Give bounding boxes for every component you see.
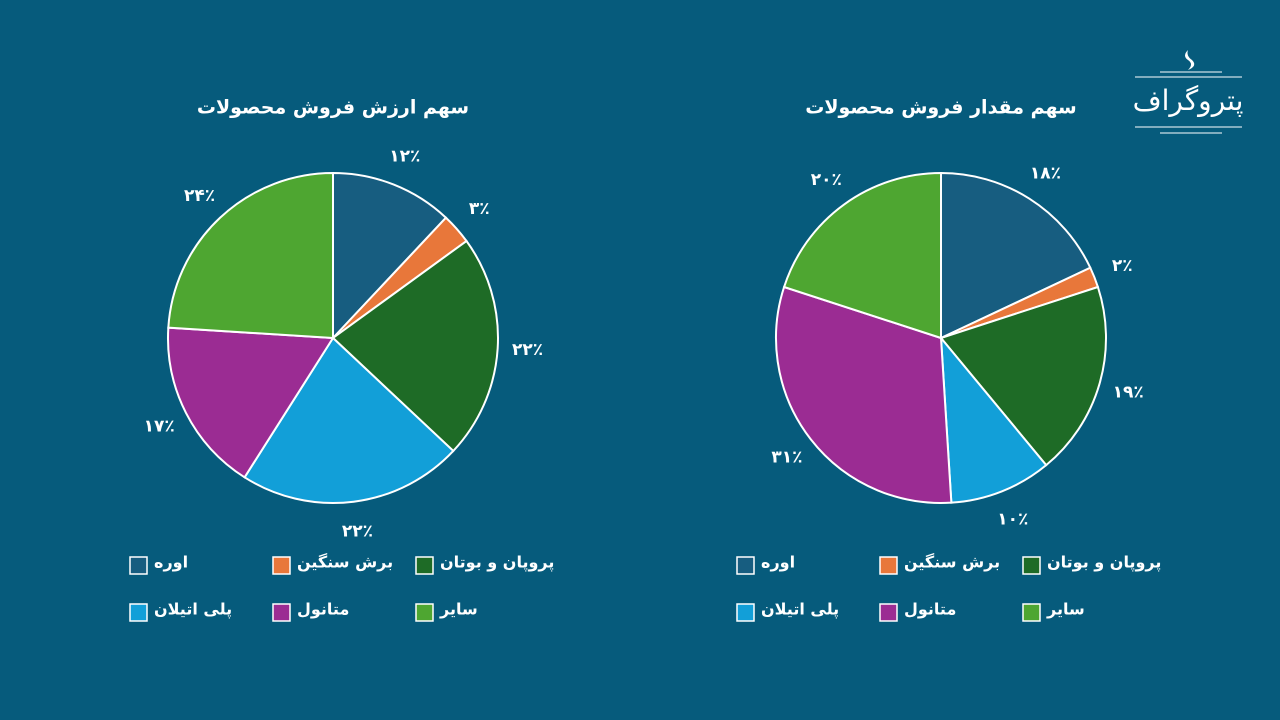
pie-slice: [775, 285, 953, 504]
legend-label: پلی اتیلان: [154, 600, 232, 620]
legend-swatch: [736, 556, 755, 575]
logo-text: پتروگراف: [1133, 84, 1244, 117]
value-label: ۱۹٪: [1113, 382, 1144, 402]
value-label: ۲۲٪: [512, 340, 543, 360]
legend-label: اوره: [761, 553, 795, 572]
value-label: ۳۱٪: [771, 448, 802, 468]
pie-slice: [782, 171, 942, 340]
pie-slice: [332, 171, 448, 341]
pie-slice: [331, 239, 499, 453]
legend-label: متانول: [297, 600, 349, 619]
legend-label: پلی اتیلان: [761, 600, 839, 620]
pie-slice: [939, 285, 1107, 467]
value-label: ۱۰٪: [997, 509, 1028, 529]
legend-swatch: [1022, 603, 1041, 622]
pie-slice: [940, 171, 1092, 340]
pie-slice: [167, 171, 334, 340]
logo-icon: [1185, 50, 1195, 70]
legend-swatch: [272, 603, 291, 622]
legend-swatch: [736, 603, 755, 622]
value-label: ۱۸٪: [1030, 163, 1061, 183]
legend-label: اوره: [154, 553, 188, 572]
legend-label: پروپان و بوتان: [1047, 553, 1161, 573]
value-label: ۱۷٪: [144, 417, 175, 437]
value-label: ۲۲٪: [342, 521, 373, 541]
value-label: ۲٪: [1112, 256, 1133, 276]
chart-title: سهم ارزش فروش محصولات: [197, 97, 469, 119]
legend-swatch: [415, 556, 434, 575]
legend-label: متانول: [904, 600, 956, 619]
legend-label: برش سنگین: [904, 553, 1000, 572]
value-label: ۱۲٪: [389, 147, 420, 167]
legend-swatch: [415, 603, 434, 622]
legend-label: سایر: [439, 600, 478, 619]
legend-label: سایر: [1046, 600, 1085, 619]
pie-slice: [939, 334, 1048, 504]
legend-label: پروپان و بوتان: [440, 553, 554, 573]
legend-swatch: [879, 603, 898, 622]
legend-swatch: [272, 556, 291, 575]
legend-swatch: [129, 556, 148, 575]
legend-label: برش سنگین: [297, 553, 393, 572]
value-label: ۳٪: [469, 199, 490, 219]
value-label: ۲۴٪: [184, 186, 215, 206]
pie-slice: [167, 326, 335, 479]
legend-swatch: [1022, 556, 1041, 575]
legend-swatch: [129, 603, 148, 622]
pie-slice: [243, 336, 455, 504]
legend-swatch: [879, 556, 898, 575]
value-label: ۲۰٪: [811, 170, 842, 190]
logo-group: پتروگراف: [1133, 50, 1244, 134]
chart-title: سهم مقدار فروش محصولات: [805, 97, 1076, 119]
